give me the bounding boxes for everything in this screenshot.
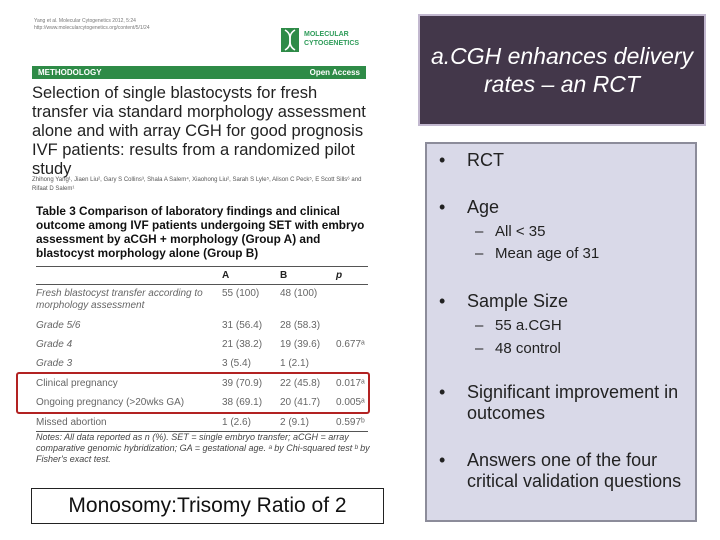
logo-line-2: CYTOGENETICS (304, 40, 360, 47)
bullet-dot-icon: • (439, 382, 446, 402)
cell-b: 2 (9.1) (280, 417, 309, 428)
sub-bullet-text: 55 a.CGH (495, 317, 562, 334)
section-label: METHODOLOGY (38, 68, 102, 77)
sub-bullet-item: – All < 35 (475, 223, 546, 240)
slide-title: a.CGH enhances delivery rates – an RCT (418, 14, 706, 126)
column-header-p: p (336, 270, 343, 281)
journal-url-line: http://www.molecularcytogenetics.org/con… (34, 25, 150, 31)
article-header-image: Yang et al. Molecular Cytogenetics 2012,… (28, 10, 388, 195)
table-rule (36, 284, 368, 285)
cell-b: 28 (58.3) (280, 320, 321, 331)
bullet-dot-icon: • (439, 450, 446, 470)
bullet-text: Significant improvement in outcomes (467, 382, 679, 423)
sub-bullet-text: 48 control (495, 340, 561, 357)
cell-a: 38 (69.1) (222, 397, 263, 408)
caption-box: Monosomy:Trisomy Ratio of 2 (31, 488, 384, 524)
row-label: Grade 4 (36, 339, 73, 350)
cell-b: 1 (2.1) (280, 358, 309, 369)
sub-bullet-text: Mean age of 31 (495, 245, 600, 262)
cell-a: 39 (70.9) (222, 378, 263, 389)
pregnancy-rows-highlight (16, 372, 370, 414)
table-notes: Notes: All data reported as n (%). SET =… (36, 432, 370, 464)
cell-a: 55 (100) (222, 288, 260, 299)
cell-p: 0.677ᵃ (336, 339, 365, 350)
row-label: Grade 3 (36, 358, 73, 369)
cell-b: 48 (100) (280, 288, 318, 299)
row-label: Grade 5/6 (36, 320, 81, 331)
open-access-label: Open Access (309, 68, 360, 77)
bullet-panel: • RCT • Age – All < 35 – Mean age of 31 • … (425, 142, 697, 522)
cell-a: 31 (56.4) (222, 320, 263, 331)
cell-b: 22 (45.8) (280, 378, 321, 389)
cell-a: 1 (2.6) (222, 417, 251, 428)
table-rule (36, 431, 368, 432)
column-header-a: A (222, 270, 230, 281)
section-bar: METHODOLOGY Open Access (32, 66, 366, 79)
journal-citation: Yang et al. Molecular Cytogenetics 2012,… (34, 18, 234, 32)
journal-citation-line: Yang et al. Molecular Cytogenetics 2012,… (34, 18, 136, 24)
article-authors: Zhihong Yang¹, Jiaen Liu², Gary S Collin… (32, 177, 362, 192)
cell-b: 20 (41.7) (280, 397, 321, 408)
bullet-text: Age (467, 197, 500, 217)
cell-p: 0.005ᵃ (336, 397, 365, 408)
article-title: Selection of single blastocysts for fres… (32, 84, 366, 178)
cell-a: 3 (5.4) (222, 358, 251, 369)
bullet-dot-icon: • (439, 291, 446, 311)
sub-bullet-item: –48 control (475, 340, 561, 357)
row-label: Fresh blastocyst transfer according to m… (36, 288, 203, 311)
bullet-text: Sample Size (467, 291, 569, 311)
logo-line-1: MOLECULAR (304, 31, 349, 38)
row-label: Clinical pregnancy (36, 378, 118, 389)
bullet-text: Answers one of the four critical validat… (467, 450, 682, 491)
bullet-dot-icon: • (439, 150, 446, 170)
cell-p: 0.597ᵇ (336, 417, 365, 428)
results-table: Table 3 Comparison of laboratory finding… (30, 200, 372, 464)
row-label: Ongoing pregnancy (>20wks GA) (36, 397, 185, 408)
bullet-text: RCT (467, 150, 504, 170)
sub-bullet-item: –55 a.CGH (475, 317, 562, 334)
journal-logo-text: MOLECULAR CYTOGENETICS (304, 30, 394, 48)
bullet-dot-icon: • (439, 197, 446, 217)
sub-bullet-item: – Mean age of 31 (475, 245, 600, 262)
table-title: Table 3 Comparison of laboratory finding… (36, 204, 365, 260)
cell-a: 21 (38.2) (222, 339, 263, 350)
cell-p: 0.017ᵃ (336, 378, 365, 389)
sub-bullet-text: All < 35 (495, 223, 546, 240)
column-header-b: B (280, 270, 288, 281)
cell-b: 19 (39.6) (280, 339, 321, 350)
table-rule (36, 266, 368, 267)
row-label: Missed abortion (36, 417, 107, 428)
dna-logo-icon (281, 28, 299, 52)
